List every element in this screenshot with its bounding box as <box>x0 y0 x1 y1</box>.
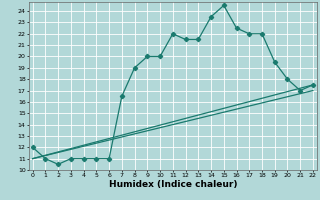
X-axis label: Humidex (Indice chaleur): Humidex (Indice chaleur) <box>108 180 237 189</box>
